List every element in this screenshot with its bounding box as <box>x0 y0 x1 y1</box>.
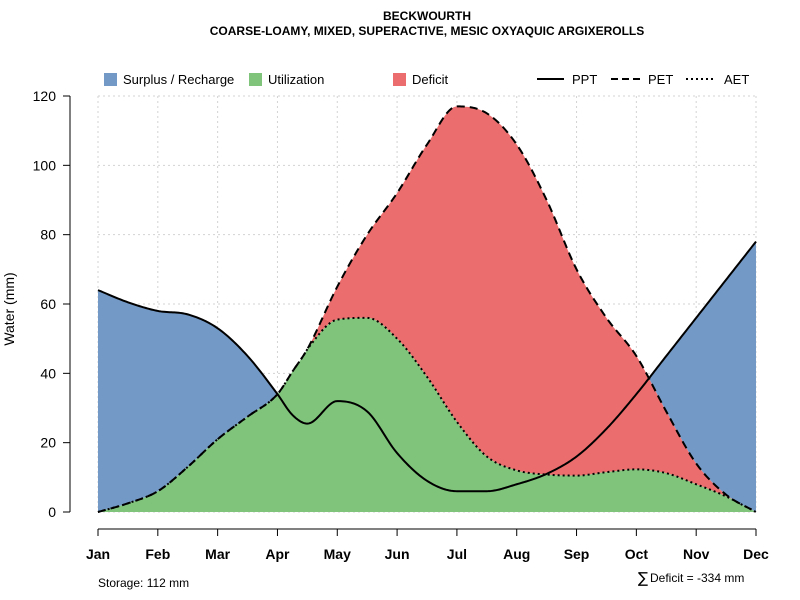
y-tick-label: 80 <box>40 227 56 243</box>
area-layer <box>98 106 756 513</box>
surplus-recharge-area <box>98 106 756 513</box>
legend-swatch-deficit <box>393 73 406 86</box>
legend-label-ppt: PPT <box>572 72 597 87</box>
legend-label-aet: AET <box>724 72 749 87</box>
x-tick-label-oct: Oct <box>625 546 649 562</box>
legend-swatch-surplus <box>104 73 117 86</box>
deficit-note: Deficit = -334 mm <box>650 571 744 585</box>
y-tick-label: 0 <box>48 504 56 520</box>
y-tick-label: 60 <box>40 296 56 312</box>
y-tick-label: 100 <box>33 157 57 173</box>
x-tick-label-apr: Apr <box>265 546 290 562</box>
y-tick-label: 20 <box>40 435 56 451</box>
storage-note: Storage: 112 mm <box>98 576 189 590</box>
sum-symbol: ∑ <box>638 569 648 587</box>
legend-label-pet: PET <box>648 72 673 87</box>
legend-label-surplus: Surplus / Recharge <box>123 72 234 87</box>
y-axis-label: Water (mm) <box>1 272 17 345</box>
legend-label-utilization: Utilization <box>268 72 324 87</box>
axes <box>63 95 757 536</box>
x-tick-label-sep: Sep <box>564 546 590 562</box>
x-tick-label-dec: Dec <box>743 546 769 562</box>
deficit-area <box>98 106 756 513</box>
legend-label-deficit: Deficit <box>412 72 449 87</box>
y-tick-label: 40 <box>40 365 56 381</box>
tick-labels: 0 20 40 60 80 100 120 Jan Feb Mar Apr May Jun Jul Aug S… <box>33 88 769 562</box>
chart-title: BECKWOURTH <box>383 9 471 23</box>
x-tick-label-aug: Aug <box>503 546 530 562</box>
x-tick-label-jun: Jun <box>385 546 410 562</box>
legend-swatch-utilization <box>249 73 262 86</box>
x-tick-label-feb: Feb <box>145 546 170 562</box>
x-tick-label-jan: Jan <box>86 546 110 562</box>
x-tick-label-mar: Mar <box>205 546 230 562</box>
chart-subtitle: COARSE-LOAMY, MIXED, SUPERACTIVE, MESIC … <box>210 24 645 38</box>
x-tick-label-jul: Jul <box>447 546 467 562</box>
series-line-ppt <box>97 240 757 493</box>
line-layer <box>97 105 757 513</box>
legend: Surplus / Recharge Utilization Deficit P… <box>104 72 749 87</box>
series-line-aet <box>97 316 757 513</box>
x-tick-label-nov: Nov <box>683 546 710 562</box>
x-tick-label-may: May <box>324 546 351 562</box>
series-line-pet <box>97 105 757 513</box>
utilization-area <box>98 317 756 512</box>
y-tick-label: 120 <box>33 88 57 104</box>
